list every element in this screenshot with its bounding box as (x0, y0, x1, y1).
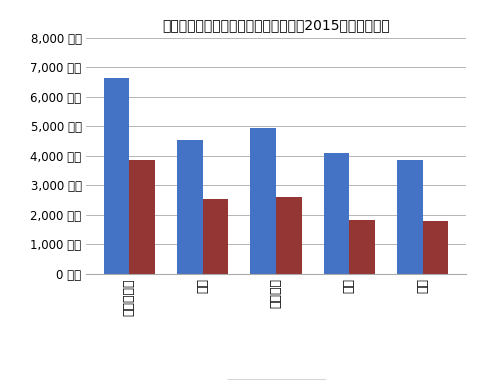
Bar (423, 222, 448, 274)
Bar (349, 220, 375, 274)
Bar (397, 160, 423, 274)
Bar (276, 197, 301, 274)
Bar (104, 78, 129, 274)
Legend: 新築, 中古: 新築, 中古 (226, 379, 326, 380)
Bar (177, 139, 203, 274)
Bar (251, 128, 276, 274)
Bar (203, 198, 228, 274)
Bar (324, 153, 349, 274)
Bar (129, 160, 155, 274)
Title: 【新築マンションと中古マンションの2015年度の価格】: 【新築マンションと中古マンションの2015年度の価格】 (162, 19, 390, 33)
